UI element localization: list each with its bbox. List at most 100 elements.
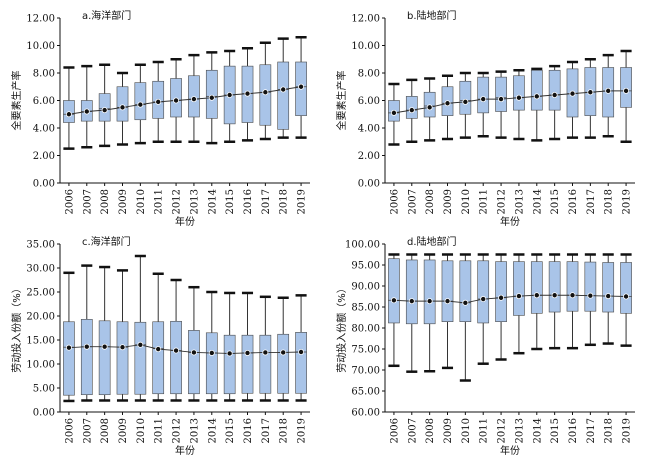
box-iqr [548,261,561,313]
mean-point [137,101,144,108]
mean-point [226,350,233,357]
box-2007 [80,264,93,402]
y-tick-label: 6.00 [33,96,55,107]
x-tick-label: 2009 [443,418,454,443]
mean-point [65,111,72,118]
y-tick-label: 80.00 [351,324,380,335]
box-iqr [116,321,129,395]
box-iqr [495,76,507,112]
x-tick-label: 2019 [297,189,308,214]
x-tick-label: 2015 [225,418,236,443]
mean-point [498,294,505,301]
mean-point [101,107,108,114]
box-iqr [277,333,290,394]
mean-point [190,96,197,103]
mean-point [515,293,522,300]
box-iqr [584,261,597,312]
box-iqr [477,260,490,324]
y-tick-label: 0.00 [33,179,55,190]
box-2009 [116,71,129,146]
box-iqr [477,76,490,114]
x-tick-label: 2007 [407,189,418,214]
mean-point [587,292,594,299]
box-2013 [513,69,525,141]
box-2011 [152,272,165,402]
y-tick-label: 2.00 [358,151,380,162]
x-tick-label: 2007 [82,418,93,443]
box-iqr [495,261,507,323]
x-tick-label: 2014 [532,418,543,443]
mean-point [83,343,90,350]
x-tick-label: 2012 [497,189,508,214]
x-tick-label: 2009 [118,189,129,214]
box-iqr [134,321,147,395]
mean-point [173,347,180,354]
y-tick-label: 30.00 [26,264,55,275]
y-tick-label: 15.00 [26,336,55,347]
mean-point [605,87,612,94]
y-tick-label: 4.00 [33,124,55,135]
panel-title: b.陆地部门 [407,9,457,22]
y-tick-label: 10.00 [26,41,55,52]
mean-point [137,341,144,348]
box-2010 [459,253,472,382]
box-2019 [620,49,632,143]
mean-point [533,93,540,100]
chart-panel-a: 0.00 2.00 4.00 6.00 8.00 10.00 12.00 2006 2007 20… [0,0,325,232]
mean-point [119,104,126,111]
x-tick-label: 2012 [172,418,183,443]
y-tick-label: 75.00 [351,345,380,356]
mean-point [83,108,90,115]
y-tick-label: 8.00 [33,69,55,80]
x-axis-title: 年份 [175,215,195,228]
box-iqr [423,259,436,325]
y-tick-label: 95.00 [351,261,380,272]
box-2018 [602,253,615,345]
box-2012 [170,278,182,402]
mean-point [444,298,451,305]
y-axis-title: 全要素生产率 [10,71,23,131]
box-2013 [188,285,200,402]
x-tick-label: 2018 [279,189,290,214]
box-iqr [116,86,129,122]
mean-point [208,94,215,101]
x-tick-label: 2015 [550,418,561,443]
x-tick-label: 2006 [64,189,75,214]
x-tick-label: 2016 [568,189,579,214]
y-tick-label: 12.00 [26,14,55,25]
x-tick-label: 2011 [154,418,165,443]
x-tick-label: 2010 [136,189,147,214]
mean-point [426,298,433,305]
mean-point [551,292,558,299]
box-iqr [620,262,632,314]
mean-point [408,298,415,305]
x-axis-title: 年份 [175,444,195,457]
y-tick-label: 35.00 [26,240,55,251]
x-tick-label: 2019 [297,418,308,443]
box-iqr [241,334,254,394]
chart-panel-b: 0.00 2.00 4.00 6.00 8.00 10.00 12.00 2006 2007 20… [325,0,650,232]
mean-point [262,349,269,356]
x-tick-label: 2019 [622,418,633,443]
x-tick-label: 2014 [207,189,218,214]
box-2009 [116,269,129,402]
y-tick-label: 10.00 [351,41,380,52]
boxplot-chart-a: 0.00 2.00 4.00 6.00 8.00 10.00 12.00 2006 2007 20… [10,9,310,228]
y-tick-label: 8.00 [358,69,380,80]
box-2012 [495,70,507,139]
x-tick-label: 2013 [514,189,525,214]
box-iqr [188,330,200,395]
mean-point [298,349,305,356]
panel-title: a.海洋部门 [82,9,131,22]
box-2016 [566,253,579,350]
x-tick-label: 2009 [443,189,454,214]
y-tick-label: 70.00 [351,366,380,377]
box-iqr [152,321,165,395]
box-iqr [259,334,272,394]
x-tick-label: 2016 [568,418,579,443]
x-tick-label: 2016 [243,189,254,214]
box-2007 [405,253,418,373]
y-axis-title: 全要素生产率 [335,71,348,131]
x-tick-label: 2008 [425,189,436,214]
x-tick-label: 2006 [389,418,400,443]
